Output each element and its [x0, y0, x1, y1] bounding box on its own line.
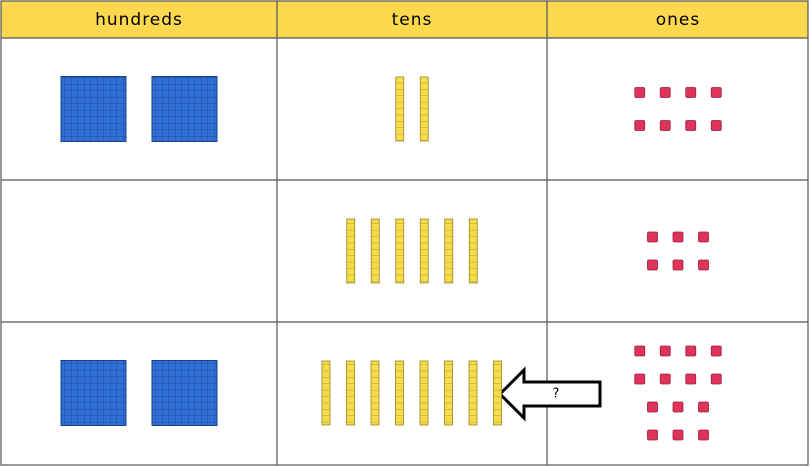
- ten-rod: [468, 218, 478, 284]
- one-cube: [698, 231, 709, 243]
- one-cube: [647, 429, 658, 441]
- one-cube: [634, 373, 646, 385]
- regroup-arrow: [497, 366, 602, 422]
- ten-rod: [370, 218, 380, 284]
- one-cube: [698, 259, 709, 271]
- one-cube: [672, 259, 684, 271]
- one-cube: [634, 120, 646, 131]
- one-cube: [685, 87, 697, 98]
- one-cube: [698, 429, 709, 441]
- hundred-flat: [151, 76, 218, 142]
- ten-rod: [468, 360, 478, 426]
- one-cube: [698, 401, 709, 413]
- ten-rod: [444, 218, 454, 284]
- one-cube: [647, 401, 658, 413]
- one-cube: [672, 231, 684, 243]
- ten-rod: [493, 360, 502, 426]
- hundred-flat: [60, 76, 127, 142]
- one-cube: [685, 373, 697, 385]
- one-cube: [672, 429, 684, 441]
- header-bg: [1, 1, 808, 38]
- header-cell: tens: [392, 10, 433, 30]
- ten-rod: [346, 360, 355, 426]
- ten-rod: [419, 76, 429, 142]
- ten-rod: [346, 218, 356, 284]
- blocks: [60, 76, 722, 441]
- ten-rod: [395, 360, 404, 426]
- header-cell: ones: [656, 10, 701, 30]
- one-cube: [647, 231, 658, 243]
- one-cube: [710, 373, 722, 385]
- header-cell: hundreds: [95, 10, 183, 30]
- ten-rod: [395, 76, 405, 142]
- one-cube: [659, 120, 671, 131]
- ten-rod: [419, 218, 429, 284]
- ten-rod: [395, 218, 405, 284]
- one-cube: [634, 87, 646, 98]
- one-cube: [672, 401, 684, 413]
- one-cube: [710, 120, 722, 131]
- one-cube: [634, 345, 646, 357]
- one-cube: [659, 87, 671, 98]
- one-cube: [710, 87, 722, 98]
- arrow-label: ?: [553, 387, 560, 402]
- ten-rod: [321, 360, 331, 426]
- ten-rod: [419, 360, 429, 426]
- hundred-flat: [60, 360, 127, 426]
- one-cube: [685, 345, 697, 357]
- one-cube: [659, 345, 671, 357]
- hundred-flat: [151, 360, 218, 426]
- one-cube: [659, 373, 671, 385]
- one-cube: [647, 259, 658, 271]
- ten-rod: [444, 360, 453, 426]
- one-cube: [685, 120, 697, 131]
- ten-rod: [370, 360, 380, 426]
- one-cube: [710, 345, 722, 357]
